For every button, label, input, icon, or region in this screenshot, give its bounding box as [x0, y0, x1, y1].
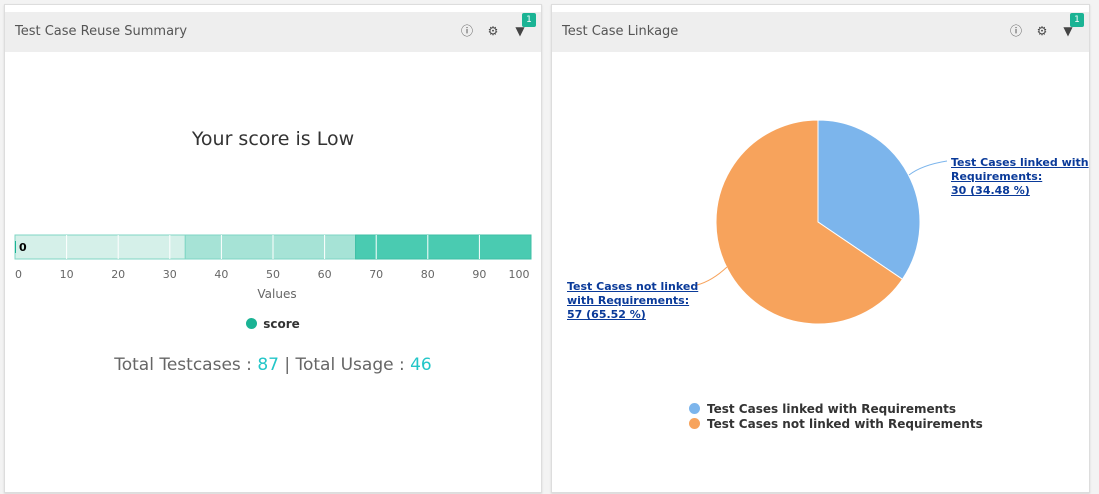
test-case-reuse-panel: Test Case Reuse Summary ⓘ ⚙ ▼ 1 Your sco…: [4, 4, 542, 493]
pie-label-not-linked[interactable]: Test Cases not linked with Requirements: 5…: [567, 280, 699, 321]
chart-legend[interactable]: score: [5, 317, 541, 331]
testcases-value: 87: [257, 355, 279, 375]
filter-icon[interactable]: ▼: [1063, 24, 1073, 38]
pie-legend: Test Cases linked with Requirements Test…: [689, 402, 983, 432]
totals: Total Testcases : 87 | Total Usage : 46: [5, 355, 541, 375]
legend-item-not-linked[interactable]: Test Cases not linked with Requirements: [689, 417, 983, 432]
x-tick-label: 70: [369, 268, 383, 281]
gear-icon[interactable]: ⚙: [1036, 24, 1048, 38]
x-tick-label: 40: [214, 268, 228, 281]
x-tick-label: 10: [60, 268, 74, 281]
legend-item-linked[interactable]: Test Cases linked with Requirements: [689, 402, 983, 417]
x-tick-label: 50: [266, 268, 280, 281]
panel-title: Test Case Linkage: [562, 24, 679, 39]
x-tick-label: 80: [421, 268, 435, 281]
legend-dot: [689, 403, 700, 414]
usage-label: Total Usage :: [295, 355, 411, 375]
separator: |: [278, 355, 296, 375]
x-tick-label: 90: [472, 268, 486, 281]
connector-line: [908, 160, 948, 176]
legend-dot: [246, 318, 258, 329]
x-axis-label: Values: [257, 287, 296, 301]
panel-header: Test Case Reuse Summary ⓘ ⚙ ▼: [5, 12, 541, 52]
x-tick-label: 60: [318, 268, 332, 281]
panel-title: Test Case Reuse Summary: [15, 24, 188, 39]
info-icon[interactable]: ⓘ: [1010, 24, 1023, 38]
x-tick-label: 100: [509, 268, 530, 281]
legend-label: score: [263, 317, 300, 331]
plot-band: [355, 234, 532, 260]
x-tick-label: 0: [15, 268, 22, 281]
plot-band: [14, 234, 186, 260]
legend-dot: [689, 418, 700, 429]
filter-count-badge: 1: [1070, 13, 1084, 27]
testcases-label: Total Testcases :: [114, 355, 258, 375]
filter-icon[interactable]: ▼: [515, 24, 525, 38]
gear-icon[interactable]: ⚙: [487, 24, 499, 38]
x-tick-label: 30: [163, 268, 177, 281]
panel-header: Test Case Linkage ⓘ ⚙ ▼: [552, 12, 1089, 52]
pie-slice: [715, 119, 904, 325]
linkage-pie-chart: [696, 119, 948, 325]
test-case-linkage-panel: Test Case Linkage ⓘ ⚙ ▼ 1 Test Cases lin…: [551, 4, 1090, 493]
score-bar-chart: 0 0 10 20 30 40 50 60 70 80 90 100 Values: [14, 234, 532, 301]
score-text: Your score is Low: [191, 128, 355, 150]
plot-band: [184, 234, 357, 260]
info-icon[interactable]: ⓘ: [461, 24, 474, 38]
pie-slice: [817, 119, 921, 280]
connector-line: [696, 266, 728, 286]
filter-count-badge: 1: [522, 13, 536, 27]
data-label: 0: [19, 241, 27, 254]
usage-value: 46: [410, 355, 432, 375]
pie-label-linked[interactable]: Test Cases linked with Requirements: 30 (3…: [951, 156, 1089, 197]
bar-score: [15, 241, 16, 253]
x-tick-label: 20: [111, 268, 125, 281]
